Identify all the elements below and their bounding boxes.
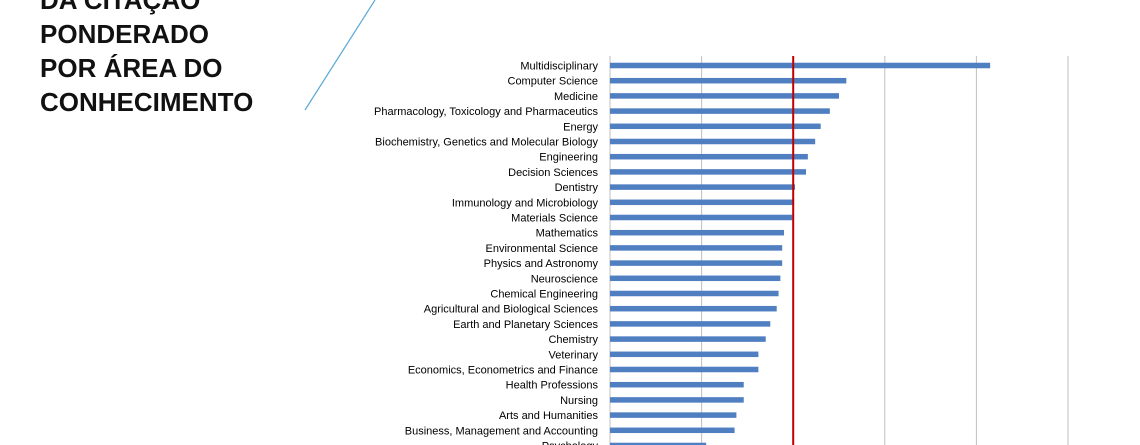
category-label: Energy (563, 121, 598, 133)
category-label: Pharmacology, Toxicology and Pharmaceuti… (374, 106, 598, 118)
category-label: Medicine (554, 91, 598, 103)
bar (610, 77, 847, 84)
bar (610, 153, 808, 160)
bars (610, 62, 991, 445)
category-label: Engineering (539, 152, 598, 164)
bar (610, 442, 707, 445)
category-label: Computer Science (508, 76, 599, 88)
bar (610, 336, 766, 342)
bar (610, 199, 795, 206)
category-label: Chemistry (548, 334, 598, 346)
category-label: Multidisciplinary (520, 61, 598, 73)
slide-title-line-3: POR ÁREA DO (40, 53, 223, 83)
bar (610, 427, 735, 434)
bar (610, 290, 779, 297)
bar (610, 245, 783, 251)
category-label: Mathematics (536, 228, 599, 240)
bar (610, 229, 785, 236)
bar (610, 123, 821, 130)
category-label: Psychology (542, 441, 599, 445)
bar (610, 62, 991, 69)
category-label: Earth and Planetary Sciences (453, 319, 598, 331)
category-label: Decision Sciences (508, 167, 598, 179)
slide-title-line-1: DA CITAÇÃO (40, 0, 201, 15)
bar (610, 397, 744, 403)
category-label: Environmental Science (485, 243, 598, 255)
category-label: Veterinary (548, 349, 598, 361)
category-label: Immunology and Microbiology (452, 197, 599, 209)
category-label: Chemical Engineering (490, 289, 598, 301)
category-label: Neuroscience (531, 273, 598, 285)
bar (610, 275, 781, 282)
bar (610, 169, 807, 175)
category-labels: Multidisciplinary Computer Science Medicin… (374, 61, 598, 445)
category-label: Arts and Humanities (499, 410, 599, 422)
bar (610, 366, 759, 373)
bar (610, 381, 744, 388)
slide-title-line-2: PONDERADO (40, 19, 210, 49)
bar (610, 214, 793, 221)
category-label: Business, Management and Accounting (405, 425, 598, 437)
category-label: Physics and Astronomy (484, 258, 599, 270)
bar (610, 412, 737, 418)
slide-title-line-4: CONHECIMENTO (40, 87, 254, 117)
bar (610, 108, 830, 114)
category-label: Biochemistry, Genetics and Molecular Bio… (375, 137, 598, 149)
slide-title: DA CITAÇÃO PONDERADO POR ÁREA DO CONHECI… (40, 0, 253, 119)
category-label: Economics, Econometrics and Finance (408, 365, 598, 377)
category-label: Agricultural and Biological Sciences (424, 304, 599, 316)
bar (610, 321, 771, 327)
category-label: Materials Science (511, 213, 598, 225)
category-label: Health Professions (506, 380, 599, 392)
bar (610, 305, 777, 312)
bar (610, 260, 783, 266)
category-label: Nursing (560, 395, 598, 407)
bar (610, 184, 796, 190)
bar (610, 93, 839, 99)
category-label: Dentistry (555, 182, 599, 194)
bar (610, 138, 816, 145)
bar (610, 351, 759, 358)
